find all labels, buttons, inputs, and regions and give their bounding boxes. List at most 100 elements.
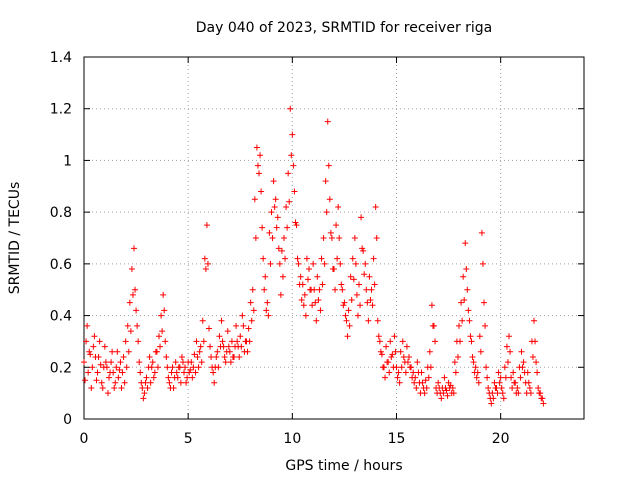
data-point: [358, 214, 365, 221]
data-point: [267, 260, 274, 267]
data-point: [326, 196, 333, 203]
data-point: [506, 333, 512, 340]
data-point: [276, 260, 283, 267]
data-point: [98, 379, 105, 386]
data-point: [277, 291, 284, 298]
data-point: [162, 338, 169, 345]
data-point: [340, 302, 347, 309]
x-tick-label: 5: [184, 431, 193, 447]
data-point: [379, 364, 386, 371]
data-point: [467, 333, 474, 340]
data-point: [306, 266, 312, 273]
data-point: [151, 369, 158, 376]
data-point: [269, 235, 276, 241]
data-point: [338, 281, 345, 288]
data-point: [320, 235, 327, 241]
data-point: [167, 384, 174, 391]
data-point: [289, 131, 296, 138]
data-point: [484, 374, 491, 381]
data-point: [434, 390, 441, 397]
data-point: [404, 359, 411, 366]
data-point: [507, 348, 514, 355]
data-point: [119, 369, 126, 376]
data-point: [274, 214, 281, 221]
data-point: [211, 379, 218, 386]
data-point: [519, 364, 526, 371]
data-point: [164, 364, 171, 371]
data-point: [87, 351, 94, 358]
data-point: [152, 348, 159, 355]
data-point: [278, 247, 285, 254]
data-point: [494, 390, 501, 397]
data-point: [293, 222, 300, 229]
data-point: [409, 374, 416, 381]
data-point: [325, 162, 332, 169]
data-point: [392, 348, 399, 355]
data-point: [179, 359, 186, 366]
data-point: [270, 178, 277, 185]
data-point: [161, 307, 168, 314]
data-point: [332, 286, 339, 293]
data-point: [475, 379, 482, 386]
data-point: [258, 188, 265, 195]
data-point: [400, 353, 407, 360]
data-point: [365, 317, 372, 324]
data-point: [502, 374, 509, 381]
data-point: [491, 379, 498, 386]
data-point: [314, 273, 321, 280]
data-point: [144, 384, 151, 391]
data-point: [470, 359, 477, 366]
data-point: [272, 196, 279, 203]
data-point: [295, 260, 302, 267]
data-point: [483, 364, 490, 371]
data-point: [319, 281, 326, 288]
data-point: [514, 384, 521, 391]
data-point: [457, 338, 464, 345]
data-point: [525, 379, 532, 386]
data-point: [538, 395, 545, 402]
data-point: [335, 203, 342, 210]
data-point: [271, 203, 278, 210]
data-point: [85, 369, 92, 376]
data-point: [239, 312, 246, 319]
data-point: [125, 348, 132, 355]
data-point: [298, 297, 305, 304]
data-point: [443, 387, 450, 394]
data-point: [215, 364, 222, 371]
y-tick-label: 0.8: [50, 205, 72, 221]
data-point: [149, 359, 156, 366]
data-point: [397, 348, 404, 355]
data-point: [287, 105, 294, 112]
data-point: [310, 260, 317, 267]
data-point: [256, 170, 262, 177]
data-point: [82, 377, 89, 384]
data-point: [341, 299, 348, 306]
data-point: [132, 286, 139, 293]
data-point: [354, 312, 361, 319]
data-point: [311, 286, 318, 293]
data-point: [173, 369, 180, 376]
data-point: [108, 359, 115, 366]
data-point: [122, 338, 129, 345]
data-point: [197, 343, 204, 350]
x-tick-label: 20: [492, 431, 510, 447]
data-point: [368, 286, 375, 293]
data-point: [227, 359, 234, 366]
data-point: [532, 338, 539, 345]
data-point: [137, 369, 144, 376]
data-point: [94, 369, 101, 376]
data-point: [224, 328, 231, 335]
data-point: [452, 369, 459, 376]
data-point: [246, 338, 253, 345]
data-point: [427, 364, 434, 371]
data-point: [163, 353, 170, 360]
data-point: [260, 255, 267, 262]
data-point: [301, 291, 308, 298]
data-point: [294, 255, 301, 262]
data-point: [366, 273, 373, 280]
data-point: [374, 317, 381, 324]
data-point: [117, 359, 124, 366]
data-point: [492, 384, 499, 391]
data-point: [124, 322, 131, 329]
